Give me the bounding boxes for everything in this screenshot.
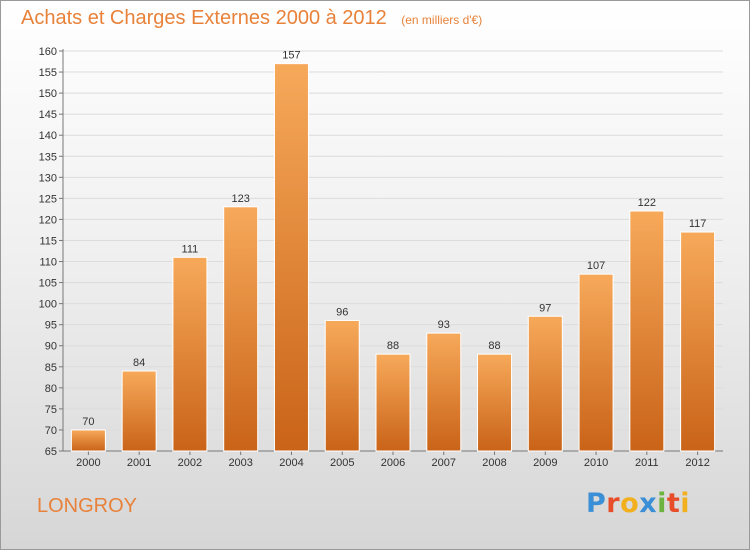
x-tick-label: 2005 — [330, 457, 354, 469]
y-tick-label: 110 — [39, 257, 57, 269]
data-label: 84 — [133, 357, 145, 369]
x-tick-label: 2000 — [76, 457, 100, 469]
data-label: 123 — [232, 193, 250, 205]
data-label: 96 — [336, 306, 348, 318]
data-label: 107 — [587, 260, 605, 272]
town-name: LONGROY — [37, 495, 138, 517]
y-tick-label: 85 — [45, 362, 57, 374]
data-label: 122 — [638, 197, 656, 209]
bar-2008 — [477, 353, 513, 452]
chart-subtitle: (en milliers d'€) — [401, 13, 483, 27]
chart-title: Achats et Charges Externes 2000 à 2012 — [21, 7, 387, 29]
x-tick-label: 2008 — [482, 457, 506, 469]
x-tick-label: 2003 — [228, 457, 252, 469]
bars — [70, 63, 716, 452]
data-label: 97 — [539, 302, 551, 314]
y-tick-label: 95 — [45, 320, 57, 332]
proxiti-logo[interactable]: Proxiti — [586, 488, 690, 519]
bar-2002 — [172, 256, 208, 452]
y-tick-label: 140 — [39, 130, 57, 142]
x-tick-label: 2002 — [178, 457, 202, 469]
y-tick-label: 115 — [39, 235, 57, 247]
y-tick-label: 160 — [39, 46, 57, 58]
data-label: 70 — [82, 416, 94, 428]
data-label: 111 — [182, 243, 199, 255]
y-tick-label: 80 — [45, 383, 57, 395]
x-tick-label: 2011 — [635, 457, 659, 469]
logo-letter: P — [586, 488, 607, 519]
y-tick-label: 100 — [39, 299, 57, 311]
bar-2011 — [629, 210, 665, 452]
x-tick-label: 2007 — [432, 457, 456, 469]
y-tick-label: 145 — [39, 109, 57, 121]
x-tick-label: 2001 — [127, 457, 151, 469]
bar-2000 — [70, 429, 106, 452]
logo-letter: i — [680, 488, 691, 519]
data-label: 117 — [689, 218, 707, 230]
x-tick-label: 2009 — [533, 457, 557, 469]
x-tick-label: 2010 — [584, 457, 608, 469]
data-label: 157 — [282, 50, 300, 62]
logo-letter: x — [639, 488, 658, 519]
bar-2007 — [426, 332, 462, 452]
y-tick-label: 70 — [45, 425, 57, 437]
y-tick-label: 105 — [39, 278, 57, 290]
bar-2012 — [680, 231, 716, 452]
bar-2004 — [273, 63, 309, 452]
logo-letter: t — [666, 488, 681, 519]
labels: 65 70 75 80 85 90 95 100 105 110 115 120 125 130 135 14… — [39, 46, 710, 469]
y-tick-label: 75 — [45, 404, 57, 416]
bar-2003 — [223, 206, 259, 452]
data-label: 88 — [387, 340, 399, 352]
x-tick-label: 2006 — [381, 457, 405, 469]
y-tick-label: 150 — [39, 88, 57, 100]
y-tick-label: 120 — [39, 214, 57, 226]
bar-2009 — [527, 315, 563, 452]
y-tick-label: 90 — [45, 341, 57, 353]
y-tick-label: 125 — [39, 193, 57, 205]
logo-letter: r — [606, 488, 621, 519]
y-tick-label: 65 — [45, 446, 57, 458]
logo-letter: o — [620, 488, 640, 519]
logo-letter: i — [657, 488, 667, 519]
x-tick-label: 2012 — [685, 457, 709, 469]
data-label: 93 — [438, 319, 450, 331]
bar-2010 — [578, 273, 614, 452]
data-label: 88 — [488, 340, 500, 352]
x-tick-label: 2004 — [279, 457, 303, 469]
y-tick-label: 135 — [39, 151, 57, 163]
title-row: Achats et Charges Externes 2000 à 2012 (… — [21, 7, 482, 30]
bar-2005 — [324, 319, 360, 452]
y-tick-label: 155 — [39, 67, 57, 79]
bar-2006 — [375, 353, 411, 452]
y-tick-label: 130 — [39, 172, 57, 184]
bar-2001 — [121, 370, 157, 452]
